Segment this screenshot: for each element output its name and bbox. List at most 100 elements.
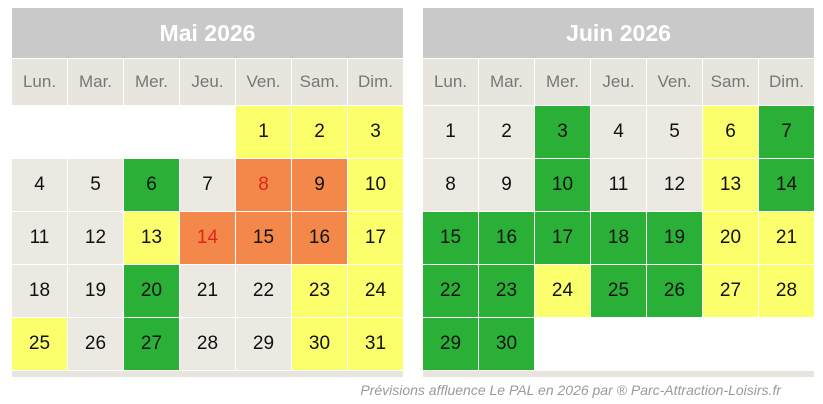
day-cell: 17: [535, 212, 590, 264]
day-cell: 1: [236, 106, 291, 158]
week-row: 25 26 27 28 29 30 31: [12, 317, 403, 370]
day-cell: 21: [180, 265, 235, 317]
day-cell: 31: [348, 318, 403, 370]
day-cell: 26: [647, 265, 702, 317]
day-cell: 18: [12, 265, 67, 317]
month-title: Juin 2026: [423, 8, 814, 58]
day-cell: 25: [591, 265, 646, 317]
weekday-label: Ven.: [236, 59, 291, 105]
day-cell: 3: [535, 106, 590, 158]
weekday-label: Mar.: [479, 59, 534, 105]
day-cell: 28: [180, 318, 235, 370]
day-cell: 28: [759, 265, 814, 317]
weekday-label: Jeu.: [591, 59, 646, 105]
week-row: 29 30: [423, 317, 814, 370]
week-row: 4 5 6 7 8 9 10: [12, 158, 403, 211]
day-cell: 13: [124, 212, 179, 264]
day-cell: 2: [479, 106, 534, 158]
day-cell: 29: [423, 318, 478, 370]
week-row: 18 19 20 21 22 23 24: [12, 264, 403, 317]
week-row: 8 9 10 11 12 13 14: [423, 158, 814, 211]
day-cell: 13: [703, 159, 758, 211]
weekday-label: Mar.: [68, 59, 123, 105]
empty-cell: [124, 106, 179, 158]
day-cell: 6: [703, 106, 758, 158]
calendar-bottom-bar: [12, 371, 403, 377]
day-cell: 5: [68, 159, 123, 211]
empty-cell: [591, 318, 646, 370]
day-cell: 8: [423, 159, 478, 211]
weekday-label: Dim.: [759, 59, 814, 105]
day-cell: 16: [479, 212, 534, 264]
day-cell: 4: [12, 159, 67, 211]
month-grid: 1 2 3 4 5 6 7 8 9 10 11 12 13 14 15 16 17 18 19 20 21 22 23 24 2…: [12, 105, 403, 370]
empty-cell: [703, 318, 758, 370]
day-cell: 20: [703, 212, 758, 264]
week-row: 22 23 24 25 26 27 28: [423, 264, 814, 317]
day-cell: 16: [292, 212, 347, 264]
day-cell: 14: [759, 159, 814, 211]
empty-cell: [180, 106, 235, 158]
day-cell: 1: [423, 106, 478, 158]
weekday-label: Sam.: [703, 59, 758, 105]
day-cell: 11: [12, 212, 67, 264]
month-grid: 1 2 3 4 5 6 7 8 9 10 11 12 13 14 15 16 17 18 19 20 21 22 23 24 2…: [423, 105, 814, 370]
day-cell: 30: [479, 318, 534, 370]
day-cell: 10: [348, 159, 403, 211]
weekday-label: Dim.: [348, 59, 403, 105]
empty-cell: [68, 106, 123, 158]
weekday-label: Mer.: [124, 59, 179, 105]
day-cell: 20: [124, 265, 179, 317]
day-cell: 27: [124, 318, 179, 370]
weekday-label: Mer.: [535, 59, 590, 105]
empty-cell: [12, 106, 67, 158]
day-cell: 19: [68, 265, 123, 317]
day-cell: 10: [535, 159, 590, 211]
weekday-label: Lun.: [423, 59, 478, 105]
day-cell: 12: [68, 212, 123, 264]
day-cell: 15: [236, 212, 291, 264]
calendar-bottom-bar: [423, 371, 814, 377]
day-cell: 4: [591, 106, 646, 158]
day-cell: 7: [759, 106, 814, 158]
day-cell: 24: [348, 265, 403, 317]
weekday-header-row: Lun. Mar. Mer. Jeu. Ven. Sam. Dim.: [12, 58, 403, 105]
day-cell: 22: [423, 265, 478, 317]
month-title: Mai 2026: [12, 8, 403, 58]
day-cell: 30: [292, 318, 347, 370]
day-cell: 14: [180, 212, 235, 264]
day-cell: 9: [292, 159, 347, 211]
day-cell: 19: [647, 212, 702, 264]
weekday-label: Sam.: [292, 59, 347, 105]
week-row: 15 16 17 18 19 20 21: [423, 211, 814, 264]
day-cell: 29: [236, 318, 291, 370]
day-cell: 2: [292, 106, 347, 158]
day-cell: 23: [292, 265, 347, 317]
empty-cell: [535, 318, 590, 370]
day-cell: 3: [348, 106, 403, 158]
day-cell: 11: [591, 159, 646, 211]
day-cell: 22: [236, 265, 291, 317]
empty-cell: [647, 318, 702, 370]
calendar-juin-2026: Juin 2026 Lun. Mar. Mer. Jeu. Ven. Sam. Dim. 1…: [423, 8, 814, 377]
weekday-label: Ven.: [647, 59, 702, 105]
weekday-header-row: Lun. Mar. Mer. Jeu. Ven. Sam. Dim.: [423, 58, 814, 105]
day-cell: 18: [591, 212, 646, 264]
day-cell: 26: [68, 318, 123, 370]
day-cell: 23: [479, 265, 534, 317]
weekday-label: Lun.: [12, 59, 67, 105]
footer-credit: Prévisions affluence Le PAL en 2026 par …: [360, 382, 781, 398]
day-cell: 7: [180, 159, 235, 211]
day-cell: 12: [647, 159, 702, 211]
day-cell: 17: [348, 212, 403, 264]
day-cell: 5: [647, 106, 702, 158]
weekday-label: Jeu.: [180, 59, 235, 105]
day-cell: 8: [236, 159, 291, 211]
day-cell: 6: [124, 159, 179, 211]
day-cell: 27: [703, 265, 758, 317]
day-cell: 21: [759, 212, 814, 264]
day-cell: 9: [479, 159, 534, 211]
